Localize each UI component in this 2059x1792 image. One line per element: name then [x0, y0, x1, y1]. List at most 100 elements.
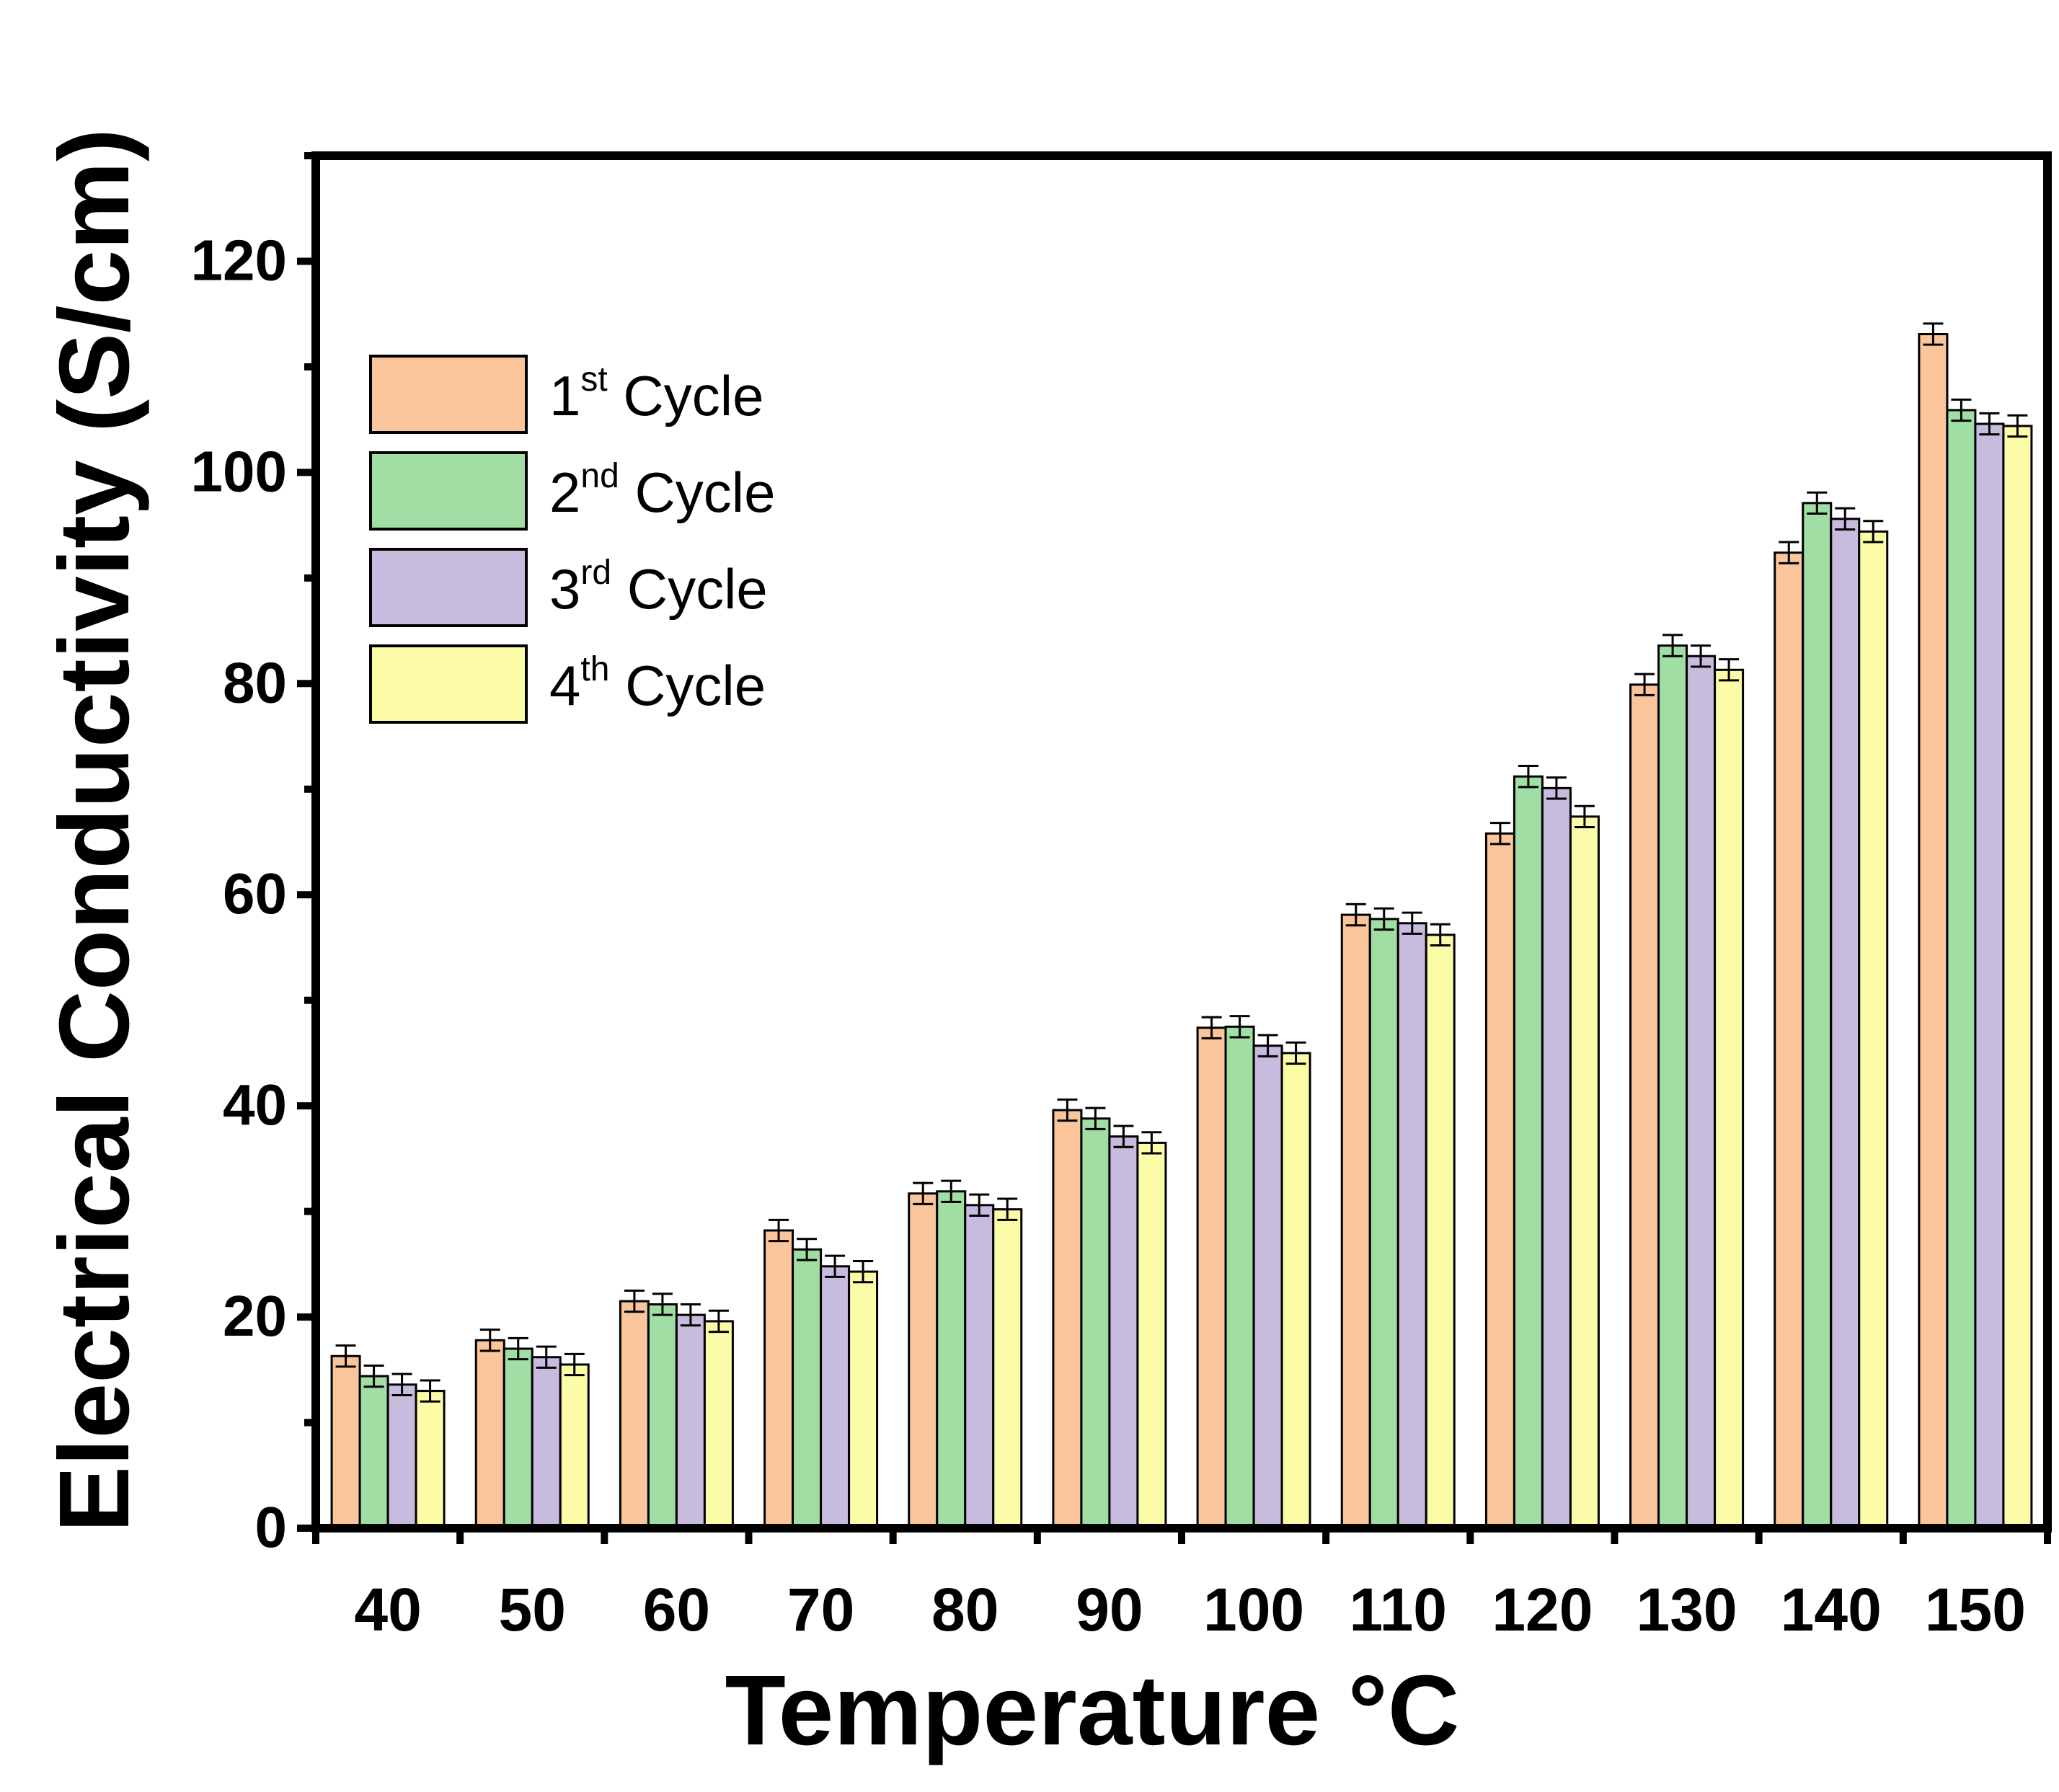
error-bar-4-50 [564, 1352, 585, 1377]
bar-1-60 [619, 1300, 650, 1530]
bar-3-50 [531, 1356, 562, 1530]
legend-label-superscript: st [580, 360, 607, 399]
bar-1-90 [1052, 1109, 1083, 1530]
error-bar-3-130 [1691, 644, 1712, 668]
legend-swatch [369, 644, 528, 724]
error-bar-2-130 [1662, 634, 1683, 657]
legend-label-superscript: nd [580, 457, 619, 495]
legend-label-number: 2 [549, 461, 580, 524]
error-bar-4-90 [1141, 1131, 1162, 1155]
legend-label-superscript: rd [580, 554, 611, 592]
legend-label-superscript: th [580, 650, 609, 688]
legend-label-text: Cycle [608, 364, 764, 427]
bar-1-100 [1196, 1026, 1227, 1530]
bar-3-60 [675, 1313, 706, 1530]
bar-1-50 [474, 1339, 505, 1530]
bar-2-110 [1368, 918, 1399, 1530]
error-bar-3-100 [1257, 1034, 1278, 1057]
ticks-layer: 0 20 40 60 80 100 120 40 50 60 70 80 90 100 110 120 130 1… [191, 152, 2051, 1644]
error-bar-1-70 [769, 1218, 789, 1243]
legend-label-text: Cycle [619, 461, 776, 524]
bar-3-100 [1252, 1044, 1283, 1530]
error-bar-1-80 [913, 1181, 934, 1205]
bar-2-60 [647, 1303, 678, 1530]
error-bar-4-100 [1285, 1041, 1306, 1065]
error-bar-3-150 [1979, 412, 2000, 436]
x-tick-label: 70 [787, 1576, 854, 1644]
legend-entry-2: 2nd Cycle [369, 451, 776, 531]
bar-2-90 [1080, 1117, 1111, 1530]
x-tick-label: 150 [1925, 1576, 2026, 1644]
error-bar-2-140 [1807, 491, 1828, 515]
legend-label-number: 3 [549, 557, 580, 621]
bar-3-80 [964, 1204, 995, 1530]
x-tick-label: 40 [354, 1576, 421, 1644]
legend-label: 1st Cycle [549, 360, 763, 427]
bar-4-90 [1136, 1141, 1167, 1530]
bar-1-110 [1340, 913, 1371, 1530]
legend-label: 4th Cycle [549, 650, 766, 717]
error-bar-3-70 [825, 1254, 846, 1278]
error-bar-1-100 [1201, 1016, 1222, 1039]
error-bar-2-150 [1951, 398, 1972, 422]
bar-1-40 [330, 1354, 361, 1530]
y-tick-label: 0 [255, 1495, 288, 1559]
error-bar-3-120 [1546, 776, 1567, 800]
bar-2-140 [1802, 502, 1833, 1530]
error-bar-2-100 [1229, 1015, 1250, 1039]
error-bar-4-150 [2007, 414, 2028, 438]
bar-3-120 [1541, 786, 1572, 1530]
y-axis-title: Electrical Conductivity (S/cm) [39, 128, 150, 1532]
x-tick-label: 130 [1637, 1576, 1737, 1644]
bar-4-100 [1280, 1052, 1311, 1530]
bar-4-140 [1858, 530, 1889, 1530]
legend-swatch [369, 548, 528, 627]
error-bar-4-140 [1863, 520, 1884, 544]
legend-swatch [369, 451, 528, 531]
error-bar-2-90 [1085, 1106, 1106, 1130]
y-tick-label: 60 [223, 861, 287, 926]
error-bar-4-60 [708, 1309, 729, 1334]
bar-3-40 [386, 1383, 417, 1530]
error-bar-1-50 [479, 1329, 500, 1352]
bar-2-130 [1657, 644, 1688, 1530]
error-bars-layer [335, 322, 2028, 1403]
error-bar-2-50 [508, 1336, 528, 1361]
y-tick-label: 20 [223, 1284, 287, 1348]
error-bar-2-60 [652, 1292, 673, 1316]
error-bar-4-110 [1430, 923, 1451, 947]
error-bar-1-130 [1634, 673, 1655, 696]
legend-label: 3rd Cycle [549, 554, 768, 621]
bar-4-120 [1569, 815, 1600, 1530]
x-tick-label: 140 [1781, 1576, 1882, 1644]
bar-4-60 [703, 1320, 734, 1530]
error-bar-4-70 [853, 1259, 874, 1284]
bar-2-80 [936, 1190, 967, 1530]
y-tick-label: 100 [191, 439, 287, 503]
error-bar-4-130 [1719, 658, 1740, 682]
y-tick-label: 120 [191, 228, 287, 292]
error-bar-2-110 [1373, 907, 1394, 931]
bar-1-80 [908, 1192, 939, 1530]
error-bar-4-40 [420, 1379, 440, 1403]
bars-layer [330, 333, 2033, 1530]
y-tick-label: 40 [223, 1073, 287, 1137]
bar-3-140 [1830, 518, 1861, 1530]
bar-4-50 [559, 1363, 590, 1530]
error-bar-4-80 [997, 1197, 1018, 1221]
x-tick-label: 60 [643, 1576, 710, 1644]
bar-4-80 [992, 1208, 1023, 1530]
legend-entry-3: 3rd Cycle [369, 548, 768, 627]
error-bar-2-80 [941, 1179, 962, 1203]
error-bar-1-110 [1345, 902, 1366, 927]
error-bar-3-40 [391, 1372, 412, 1396]
bar-1-70 [763, 1229, 794, 1530]
x-tick-label: 120 [1492, 1576, 1593, 1644]
error-bar-1-40 [335, 1344, 356, 1368]
x-axis-title: Temperature °C [725, 1655, 1460, 1766]
bar-1-140 [1774, 551, 1805, 1530]
legend-swatch [369, 355, 528, 434]
x-tick-label: 100 [1203, 1576, 1304, 1644]
error-bar-3-60 [680, 1303, 701, 1327]
